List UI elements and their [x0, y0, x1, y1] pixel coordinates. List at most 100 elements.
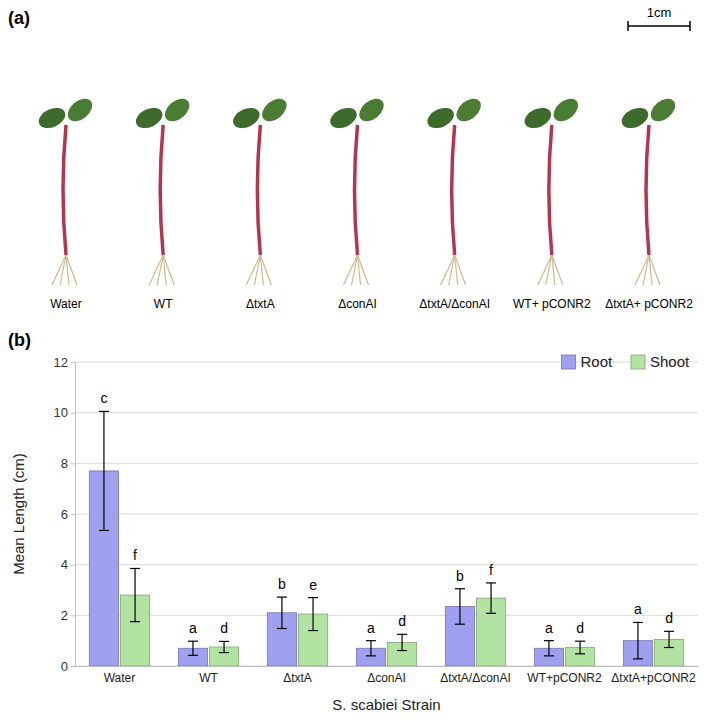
photo-label: ΔtxtA/ΔconAI — [419, 297, 490, 311]
x-tick-label: ΔtxtA — [283, 671, 312, 685]
error-bar-stem — [579, 641, 580, 654]
error-bar-cap — [575, 641, 585, 642]
seedling-stem — [160, 125, 163, 255]
error-bar — [486, 583, 496, 613]
error-bar-cap — [130, 621, 140, 622]
x-tick: WT+pCONR2 — [527, 671, 602, 685]
x-tick: ΔtxtA+pCONR2 — [611, 671, 696, 685]
error-bar — [544, 641, 554, 656]
seedling: ΔtxtA+ pCONR2 — [605, 94, 693, 311]
error-bar-stem — [370, 641, 371, 656]
seedling: ΔtxtA/ΔconAI — [419, 94, 490, 311]
seedling-leaf — [36, 104, 69, 132]
error-bar-stem — [134, 568, 135, 621]
seedling-root — [358, 255, 369, 285]
y-axis-line — [71, 363, 76, 667]
seedling: ΔconAI — [327, 94, 388, 311]
error-bar-stem — [459, 589, 460, 624]
error-bar-cap — [544, 640, 554, 641]
y-tick-label: 0 — [61, 659, 68, 674]
error-bar-cap — [664, 631, 674, 632]
x-tick-label: WT+pCONR2 — [527, 671, 602, 685]
significance-letter: a — [367, 620, 375, 636]
error-bar — [219, 641, 229, 652]
legend: Root Shoot — [561, 353, 690, 370]
error-bar-cap — [575, 653, 585, 654]
error-bar-stem — [223, 641, 224, 652]
grid-line — [75, 412, 698, 413]
x-axis-title: S. scabiei Strain — [332, 696, 440, 713]
y-tick-mark — [71, 362, 75, 363]
error-bar — [455, 589, 465, 624]
photo-label: ΔtxtA+ pCONR2 — [605, 297, 693, 311]
y-tick-mark — [71, 413, 75, 414]
scale-bar-label: 1cm — [647, 5, 672, 20]
seedling-root — [455, 255, 466, 285]
seedling-root — [52, 255, 66, 285]
seedling-root — [449, 255, 455, 285]
seedling-root — [538, 255, 552, 285]
seedling-stem — [257, 125, 260, 255]
legend-label: Shoot — [650, 353, 690, 370]
legend-item: Root — [561, 353, 613, 370]
figure: (a) 1cm Water WT ΔtxtA ΔconAI ΔtxtA/ΔconAI WT+ … — [0, 0, 709, 720]
photo-label: WT — [154, 297, 173, 311]
error-bar-cap — [99, 411, 109, 412]
seedling: WT+ pCONR2 — [513, 94, 591, 311]
seedling-leaf — [161, 94, 194, 126]
legend-item: Shoot — [631, 353, 690, 370]
error-bar — [664, 631, 674, 647]
error-bar-cap — [455, 588, 465, 589]
y-tick: 4 — [61, 557, 75, 572]
seedling-root — [246, 255, 260, 285]
seedling: ΔtxtA — [230, 94, 291, 311]
error-bar-cap — [633, 658, 643, 659]
x-tick: WT — [199, 671, 218, 685]
seedling-root — [254, 255, 260, 285]
y-tick-label: 4 — [61, 557, 68, 572]
panel-label: (b) — [8, 330, 31, 350]
x-tick-label: ΔtxtA/ΔconAI — [440, 671, 511, 685]
seedling-root — [260, 255, 271, 285]
seedling-root — [149, 255, 163, 285]
seedling-root — [60, 255, 66, 285]
x-axis-line — [76, 666, 699, 667]
y-tick: 0 — [61, 659, 75, 674]
y-tick-mark — [71, 463, 75, 464]
panel-label: (a) — [8, 8, 30, 28]
seedling-stem — [355, 125, 358, 255]
legend-swatch — [561, 355, 575, 369]
error-bar — [366, 641, 376, 656]
panel-b: (b)cababaafdedfdd024681012WaterWTΔtxtAΔc… — [8, 330, 699, 713]
x-tick: ΔconAI — [367, 671, 406, 685]
x-tick: ΔtxtA — [283, 671, 312, 685]
error-bar-cap — [455, 624, 465, 625]
significance-letters: cababaafdedfdd — [100, 390, 673, 636]
seedling-leaf — [452, 94, 485, 126]
y-tick: 6 — [61, 507, 75, 522]
error-bar-cap — [219, 652, 229, 653]
x-tick-label: ΔtxtA+pCONR2 — [611, 671, 696, 685]
significance-letter: d — [665, 610, 673, 626]
grid-line — [75, 564, 698, 565]
seedling-leaf — [618, 104, 651, 132]
y-tick: 2 — [61, 608, 75, 623]
seedling-root — [157, 255, 163, 285]
seedling-leaf — [646, 94, 679, 126]
seedling-root — [163, 255, 174, 285]
y-tick-label: 12 — [54, 355, 68, 370]
error-bar-stem — [637, 622, 638, 658]
grid-line — [75, 514, 698, 515]
y-tick-label: 2 — [61, 608, 68, 623]
error-bar-cap — [366, 640, 376, 641]
seedling: WT — [133, 94, 194, 311]
error-bar-cap — [486, 613, 496, 614]
seedling-leaf — [521, 104, 554, 132]
significance-letter: d — [220, 620, 228, 636]
error-bar-cap — [544, 655, 554, 656]
photo-label: WT+ pCONR2 — [513, 297, 591, 311]
error-bar-cap — [188, 655, 198, 656]
x-tick: Water — [104, 671, 136, 685]
y-tick-mark — [71, 514, 75, 515]
x-tick-label: Water — [104, 671, 136, 685]
